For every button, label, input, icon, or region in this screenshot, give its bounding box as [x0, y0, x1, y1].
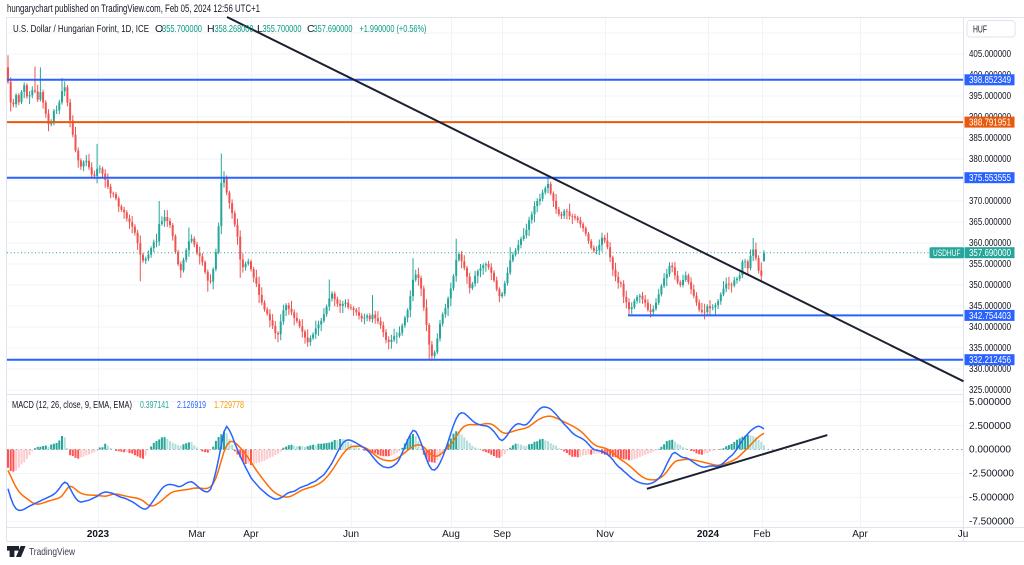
svg-text:O: O [155, 23, 163, 35]
svg-text:Mar: Mar [188, 529, 206, 540]
svg-text:395.000000: 395.000000 [969, 91, 1011, 102]
svg-text:405.000000: 405.000000 [969, 49, 1011, 60]
svg-text:U.S. Dollar / Hungarian Forint: U.S. Dollar / Hungarian Forint, 1D, ICE [13, 23, 149, 35]
svg-text:-2.500000: -2.500000 [969, 469, 1014, 480]
svg-text:2.126919: 2.126919 [177, 399, 206, 411]
svg-text:USDHUF: USDHUF [933, 248, 961, 258]
svg-text:H: H [207, 23, 215, 35]
svg-text:355.700000: 355.700000 [263, 23, 302, 35]
svg-text:-7.500000: -7.500000 [969, 516, 1014, 527]
svg-text:1.729778: 1.729778 [214, 399, 244, 411]
svg-text:2024: 2024 [697, 529, 720, 540]
svg-text:0.000000: 0.000000 [969, 445, 1011, 456]
svg-text:C: C [307, 23, 315, 35]
svg-text:345.000000: 345.000000 [969, 301, 1011, 312]
svg-text:332.212456: 332.212456 [969, 355, 1011, 366]
svg-text:-5.000000: -5.000000 [969, 493, 1014, 504]
svg-text:385.000000: 385.000000 [969, 133, 1011, 144]
svg-text:335.000000: 335.000000 [969, 343, 1011, 354]
svg-text:Feb: Feb [753, 529, 771, 540]
svg-text:365.000000: 365.000000 [969, 217, 1011, 228]
svg-text:Jun: Jun [343, 529, 359, 540]
svg-text:360.000000: 360.000000 [969, 238, 1011, 249]
svg-text:MACD (12, 26, close, 9, EMA, E: MACD (12, 26, close, 9, EMA, EMA) [12, 399, 132, 411]
svg-text:350.000000: 350.000000 [969, 280, 1011, 291]
svg-text:330.000000: 330.000000 [969, 364, 1011, 375]
svg-text:2023: 2023 [87, 529, 110, 540]
svg-text:2.500000: 2.500000 [969, 421, 1011, 432]
svg-text:Apr: Apr [243, 529, 259, 540]
svg-text:HUF: HUF [973, 25, 987, 36]
svg-text:L: L [257, 23, 263, 35]
svg-text:358.268000: 358.268000 [215, 23, 254, 35]
svg-text:357.690000: 357.690000 [969, 248, 1011, 259]
svg-text:Nov: Nov [596, 529, 614, 540]
svg-text:325.000000: 325.000000 [969, 385, 1011, 396]
svg-text:Sep: Sep [493, 529, 511, 540]
svg-text:Aug: Aug [442, 529, 460, 540]
svg-text:370.000000: 370.000000 [969, 196, 1011, 207]
svg-text:5.000000: 5.000000 [969, 397, 1011, 408]
svg-text:357.690000: 357.690000 [314, 23, 353, 35]
svg-text:388.791951: 388.791951 [969, 118, 1011, 129]
svg-text:Apr: Apr [852, 529, 868, 540]
svg-text:398.852349: 398.852349 [969, 75, 1011, 86]
svg-text:+1.990000 (+0.56%): +1.990000 (+0.56%) [360, 23, 427, 35]
svg-text:Ju: Ju [958, 529, 969, 540]
svg-text:342.754403: 342.754403 [969, 311, 1011, 322]
svg-text:0.397141: 0.397141 [140, 399, 169, 411]
svg-text:355.000000: 355.000000 [969, 259, 1011, 270]
svg-text:355.700000: 355.700000 [162, 23, 202, 35]
svg-text:340.000000: 340.000000 [969, 322, 1011, 333]
svg-text:380.000000: 380.000000 [969, 154, 1011, 165]
svg-text:375.553555: 375.553555 [969, 173, 1011, 184]
svg-text:TradingView: TradingView [29, 546, 75, 558]
svg-text:hungarychart published on Trad: hungarychart published on TradingView.co… [7, 3, 260, 15]
